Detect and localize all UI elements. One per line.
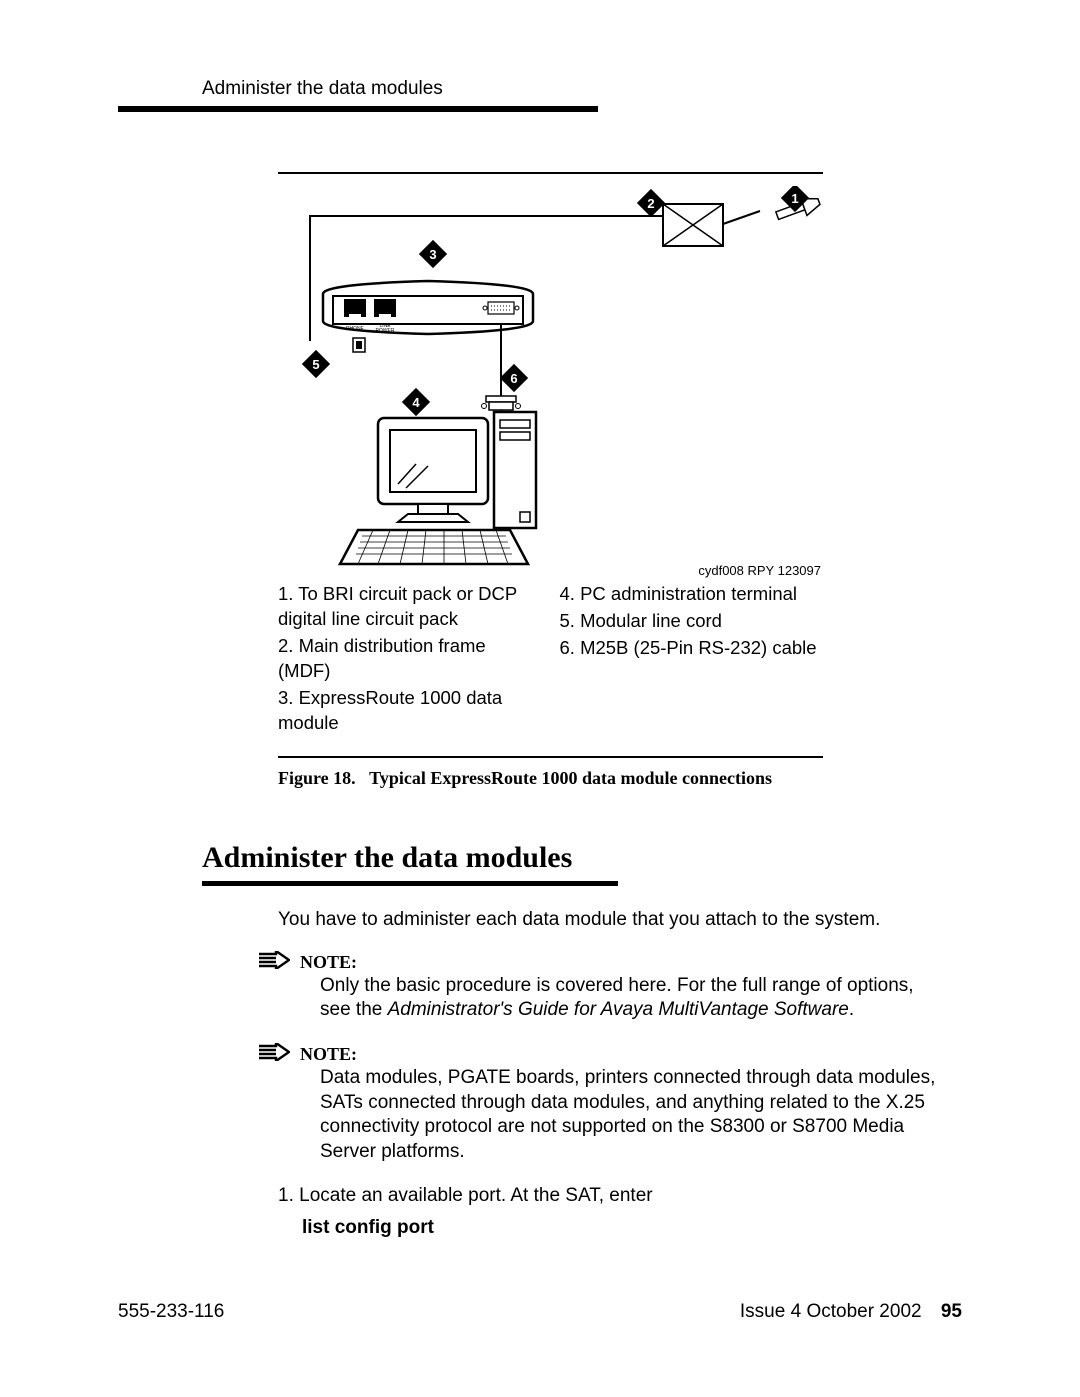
legend-item: 2. Main distribution frame (MDF) bbox=[278, 634, 542, 684]
svg-text:3: 3 bbox=[429, 247, 436, 262]
legend-item: 6. M25B (25-Pin RS-232) cable bbox=[560, 636, 824, 661]
callout-3: 3 bbox=[419, 240, 447, 268]
step-item: 1. Locate an available port. At the SAT,… bbox=[278, 1185, 938, 1207]
figure-caption: Figure 18. Typical ExpressRoute 1000 dat… bbox=[278, 756, 823, 789]
footer-issue: Issue 4 October 2002 bbox=[740, 1301, 922, 1322]
running-header: Administer the data modules bbox=[118, 78, 443, 100]
figure-legend: 1. To BRI circuit pack or DCP digital li… bbox=[278, 582, 823, 738]
footer-docnum: 555-233-116 bbox=[118, 1301, 224, 1323]
callout-6: 6 bbox=[500, 364, 528, 392]
callout-2: 2 bbox=[637, 189, 665, 217]
note-label: NOTE: bbox=[300, 1044, 357, 1065]
note-arrow-icon bbox=[258, 951, 290, 974]
legend-item: 1. To BRI circuit pack or DCP digital li… bbox=[278, 582, 542, 632]
legend-item: 5. Modular line cord bbox=[560, 609, 824, 634]
note-arrow-icon bbox=[258, 1043, 290, 1066]
svg-text:POWER: POWER bbox=[376, 328, 395, 334]
legend-item: 3. ExpressRoute 1000 data module bbox=[278, 686, 542, 736]
connections-diagram: PHONE LINE POWER bbox=[278, 186, 823, 581]
svg-text:2: 2 bbox=[647, 196, 654, 211]
note-block: NOTE: Data modules, PGATE boards, printe… bbox=[278, 1043, 938, 1165]
svg-text:5: 5 bbox=[312, 357, 319, 372]
svg-text:PHONE: PHONE bbox=[346, 326, 364, 332]
svg-text:1: 1 bbox=[791, 191, 798, 206]
legend-item: 4. PC administration terminal bbox=[560, 582, 824, 607]
svg-text:6: 6 bbox=[510, 371, 517, 386]
section-divider bbox=[202, 881, 618, 886]
page-footer: 555-233-116 Issue 4 October 2002 95 bbox=[118, 1301, 962, 1323]
section-heading: Administer the data modules bbox=[202, 841, 962, 875]
footer-page-number: 95 bbox=[941, 1301, 962, 1322]
header-divider bbox=[118, 106, 598, 112]
note-label: NOTE: bbox=[300, 952, 357, 973]
figure-block: PHONE LINE POWER bbox=[278, 172, 823, 789]
note-block: NOTE: Only the basic procedure is covere… bbox=[278, 951, 938, 1023]
step-command: list config port bbox=[302, 1217, 938, 1239]
callout-4: 4 bbox=[402, 388, 430, 416]
svg-text:4: 4 bbox=[412, 395, 420, 410]
callout-5: 5 bbox=[302, 350, 330, 378]
step-list: 1. Locate an available port. At the SAT,… bbox=[278, 1185, 938, 1239]
intro-paragraph: You have to administer each data module … bbox=[278, 908, 938, 933]
